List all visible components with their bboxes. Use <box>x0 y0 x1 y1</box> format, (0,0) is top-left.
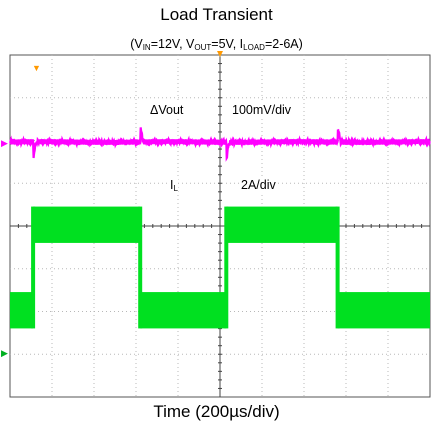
x-axis-label: Time (200µs/div) <box>153 402 280 421</box>
scope-markers: ▶ ▶ ▼ <box>1 51 223 358</box>
chart-subtitle: (VIN=12V, VOUT=5V, ILOAD=2-6A) <box>0 37 433 52</box>
subtitle-iload-subscript: LOAD <box>243 43 265 52</box>
subtitle-vout-value: =5V, I <box>211 37 244 51</box>
vout-trace <box>9 127 431 162</box>
ch-vout-marker-icon: ▶ <box>1 138 8 148</box>
il-ripple-band <box>140 292 227 329</box>
il-ripple-band <box>337 292 430 329</box>
il-ripple-band <box>33 206 141 243</box>
il-transition <box>224 206 229 329</box>
il-transition <box>335 206 340 329</box>
subtitle-prefix: (V <box>130 37 143 51</box>
il-ripple-band <box>226 206 338 243</box>
il-scale-label: 2A/div <box>241 178 276 192</box>
cursor-marker-icon: ▼ <box>32 63 41 73</box>
il-ripple-band <box>10 292 34 329</box>
subtitle-iload-value: =2-6A) <box>264 37 303 51</box>
vout-trace-label: ΔVout <box>150 103 184 117</box>
vout-scale-label: 100mV/div <box>232 103 292 117</box>
il-transition <box>138 206 143 329</box>
subtitle-vin-value: =12V, V <box>150 37 195 51</box>
il-transition <box>31 206 36 329</box>
ch-il-marker-icon: ▶ <box>1 348 8 358</box>
trigger-marker-icon <box>217 51 223 57</box>
subtitle-vin-subscript: IN <box>142 43 151 52</box>
scope-traces <box>9 127 431 329</box>
il-label-subscript: L <box>173 184 178 193</box>
il-label-letter: I <box>170 178 174 192</box>
chart-title: Load Transient <box>160 5 273 24</box>
il-trace-label: IL <box>170 178 178 193</box>
subtitle-vout-subscript: OUT <box>194 43 212 52</box>
